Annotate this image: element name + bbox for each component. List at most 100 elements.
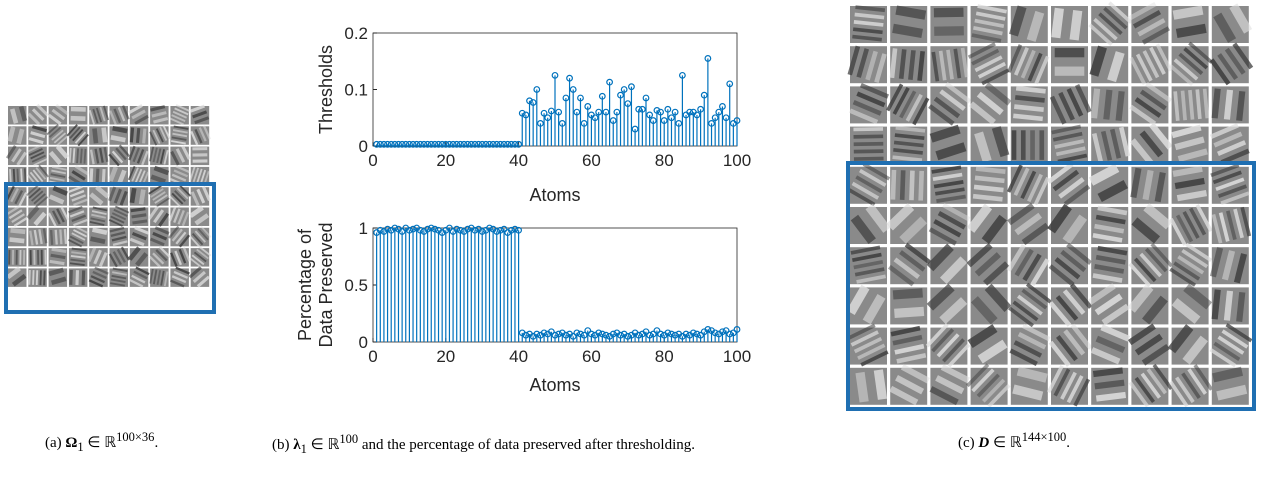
atom-stripe — [69, 235, 84, 245]
stem — [515, 140, 522, 148]
atom-stripe — [892, 334, 923, 346]
atom-stripe — [900, 364, 930, 384]
stem-marker — [704, 55, 712, 62]
atom-stripe — [1169, 217, 1187, 246]
atom-stripe — [31, 125, 48, 133]
atom-stripe — [1100, 130, 1113, 161]
atom-stripe — [933, 96, 961, 119]
atom-pattern — [1128, 242, 1174, 288]
atom-stripe — [118, 144, 131, 158]
atom-pattern — [49, 247, 67, 266]
atom-stripe — [69, 269, 73, 285]
atom-stripe — [47, 113, 62, 126]
stem-marker — [540, 329, 548, 337]
atom-stripe — [174, 107, 189, 116]
atom-stripe — [1232, 42, 1254, 70]
stem-marker — [693, 111, 701, 119]
atom-stripe — [152, 269, 158, 285]
atom-stripe — [196, 248, 209, 260]
stem — [584, 327, 592, 342]
atom-stripe — [1020, 170, 1037, 200]
stem-marker — [697, 331, 704, 339]
atom-stripe — [112, 125, 128, 134]
stem-marker — [679, 71, 686, 79]
atom-stripe — [1013, 113, 1043, 122]
stem — [573, 329, 581, 342]
stem-marker — [431, 140, 439, 148]
atom-stripe — [56, 135, 69, 147]
atom-stripe — [132, 147, 140, 163]
stem-marker — [507, 226, 515, 234]
stem-marker — [384, 225, 391, 233]
x-tick-label: 100 — [723, 347, 751, 366]
stem-marker — [726, 330, 734, 338]
stem-marker — [376, 226, 384, 234]
atom-stripe — [1046, 365, 1064, 394]
atom-stripe — [936, 333, 960, 358]
stem-marker — [573, 329, 581, 337]
atom-stripe — [189, 257, 203, 269]
stem-marker — [649, 330, 657, 338]
atom-stripe — [74, 131, 87, 144]
atom-stripe — [1211, 214, 1223, 244]
atom-stripe — [1073, 378, 1091, 407]
atom-pattern — [933, 7, 964, 36]
atom-stripe — [89, 192, 104, 206]
atom-pattern — [148, 205, 170, 227]
atom-stripe — [1039, 130, 1045, 160]
atom-stripe — [28, 269, 31, 285]
atom-pattern — [9, 227, 26, 244]
atom-stripe — [1094, 264, 1125, 274]
stem — [624, 332, 632, 342]
atom-stripe — [938, 50, 947, 81]
atom-stripe — [1048, 301, 1072, 327]
atom-pattern — [1048, 323, 1093, 367]
atom-stripe — [1007, 202, 1035, 226]
atom-stripe — [113, 108, 122, 124]
atom-pattern — [109, 226, 128, 247]
atom-stripe — [939, 89, 966, 111]
stem — [376, 140, 384, 148]
atom-stripe — [977, 339, 1008, 364]
atom-stripe — [1169, 267, 1197, 287]
atom-stripe — [853, 336, 883, 354]
atom-pattern — [189, 166, 210, 186]
atom-pattern — [9, 168, 27, 184]
atom-stripe — [892, 23, 923, 39]
stem-marker — [733, 117, 741, 124]
atom-stripe — [192, 153, 208, 157]
stem — [522, 331, 530, 342]
atom-stripe — [150, 174, 166, 184]
atom-pattern — [68, 185, 88, 207]
stem — [635, 331, 643, 342]
stem — [376, 226, 384, 342]
atom-pattern — [971, 4, 1008, 43]
atom-stripe — [1020, 130, 1026, 160]
stem-marker — [391, 224, 399, 232]
atom-stripe — [51, 169, 67, 175]
stem — [518, 109, 526, 146]
atom-stripe — [181, 211, 190, 227]
atom-stripe — [30, 190, 44, 202]
atom-stripe — [202, 186, 211, 201]
atom-stripe — [191, 233, 204, 246]
atom-stripe — [33, 158, 48, 167]
stem — [380, 140, 388, 148]
atom-pattern — [852, 5, 886, 42]
stem-marker — [380, 140, 388, 148]
stem-marker — [566, 74, 573, 82]
atom-stripe — [967, 324, 998, 348]
atom-stripe — [1030, 258, 1050, 287]
atom-stripe — [862, 294, 886, 325]
atom-stripe — [69, 262, 85, 266]
atom-stripe — [853, 134, 884, 139]
atom-stripe — [48, 150, 63, 166]
stem-marker — [598, 330, 606, 338]
atom-stripe — [851, 181, 880, 200]
atom-stripe — [1155, 43, 1173, 72]
atom-stripe — [95, 168, 100, 184]
stem — [617, 331, 624, 342]
atom-stripe — [50, 253, 66, 260]
atom-stripe — [984, 82, 1012, 106]
atom-stripe — [188, 266, 202, 279]
